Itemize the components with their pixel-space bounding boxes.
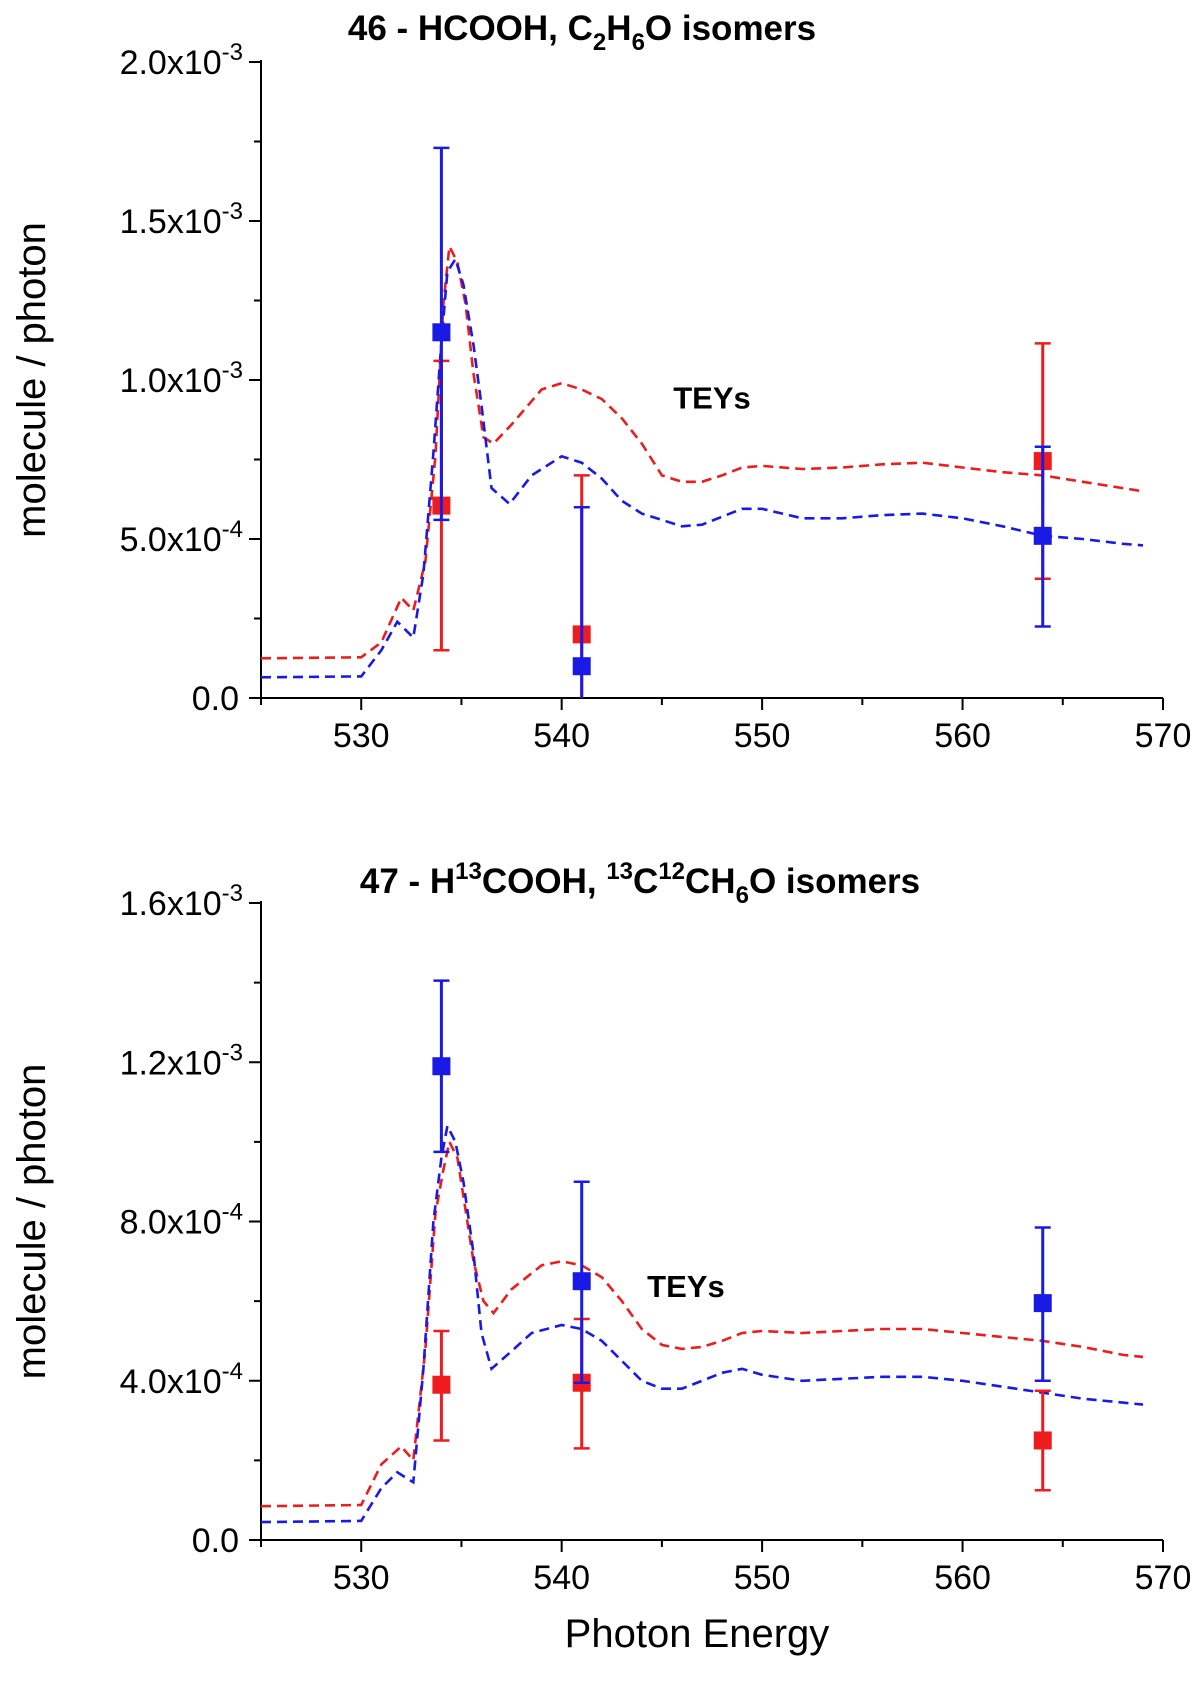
chart-title-part: O isomers <box>749 862 920 901</box>
y-tick-exponent: -3 <box>222 1039 243 1066</box>
annotation-teys: TEYs <box>647 1269 725 1304</box>
chart-title-part: O isomers <box>645 9 816 48</box>
x-tick-label: 570 <box>1135 717 1192 755</box>
x-tick-label: 550 <box>734 1559 791 1597</box>
y-tick-label: 1.0x10-3 <box>120 357 243 400</box>
x-tick-label: 530 <box>333 717 390 755</box>
y-tick-label: 1.6x10-3 <box>120 880 243 923</box>
chart-title-part: 2 <box>593 29 606 56</box>
y-axis-title: molecule / photon <box>10 1064 54 1380</box>
x-tick-label: 540 <box>533 717 590 755</box>
data-point-red <box>432 1375 451 1394</box>
chart-title-part: C <box>633 862 658 901</box>
y-tick-label: 2.0x10-3 <box>120 39 243 82</box>
chart-title-part: CH <box>685 862 736 901</box>
chart-title-part: 12 <box>658 858 685 885</box>
data-point-red <box>1033 1431 1052 1450</box>
x-axis-title: Photon Energy <box>565 1612 830 1656</box>
chart-title-part: COOH, <box>482 862 606 901</box>
chart-title-part: 13 <box>606 858 633 885</box>
x-tick-label: 540 <box>533 1559 590 1597</box>
data-point-blue <box>1033 1294 1052 1313</box>
chart-title-part: H <box>606 9 631 48</box>
tey-line-red <box>260 1138 1144 1508</box>
data-point-blue <box>432 1057 451 1076</box>
data-point-blue <box>572 657 591 676</box>
y-tick-label: 1.2x10-3 <box>120 1039 243 1082</box>
tey-line-red <box>260 241 1144 660</box>
y-tick-exponent: -4 <box>222 516 243 543</box>
y-tick-label: 8.0x10-4 <box>120 1199 243 1242</box>
y-tick-base: 2.0x10 <box>120 44 222 82</box>
tey-line-blue <box>260 1121 1144 1524</box>
y-axis-title: molecule / photon <box>10 222 54 538</box>
y-tick-base: 1.2x10 <box>120 1044 222 1082</box>
y-tick-base: 5.0x10 <box>120 521 222 559</box>
chart-title: 47 - H13COOH, 13C12CH6O isomers <box>360 858 920 909</box>
y-tick-exponent: -4 <box>222 1199 243 1226</box>
y-tick-label: 0.0 <box>192 1522 239 1560</box>
chart-title-part: 6 <box>736 882 749 909</box>
y-tick-base: 8.0x10 <box>120 1204 222 1242</box>
y-tick-exponent: -3 <box>222 39 243 66</box>
y-tick-exponent: -3 <box>222 198 243 225</box>
y-tick-exponent: -3 <box>222 880 243 907</box>
chart-title: 46 - HCOOH, C2H6O isomers <box>348 9 816 56</box>
data-point-blue <box>432 323 451 342</box>
data-point-blue <box>572 1272 591 1291</box>
y-tick-base: 1.0x10 <box>120 362 222 400</box>
y-tick-label: 1.5x10-3 <box>120 198 243 241</box>
y-tick-exponent: -3 <box>222 357 243 384</box>
y-tick-base: 4.0x10 <box>120 1363 222 1401</box>
panel-top: 46 - HCOOH, C2H6O isomers 530 540 550 560 570… <box>10 9 1191 755</box>
x-tick-label: 530 <box>333 1559 390 1597</box>
y-tick-base: 1.6x10 <box>120 885 222 923</box>
chart-title-part: 46 - HCOOH, C <box>348 9 593 48</box>
x-tick-label: 560 <box>934 717 991 755</box>
y-tick-exponent: -4 <box>222 1358 243 1385</box>
x-tick-label: 560 <box>934 1559 991 1597</box>
chart-title-part: 47 - H <box>360 862 455 901</box>
data-point-blue <box>1033 526 1052 545</box>
x-tick-label: 570 <box>1135 1559 1192 1597</box>
y-tick-label: 4.0x10-4 <box>120 1358 243 1401</box>
y-tick-base: 1.5x10 <box>120 203 222 241</box>
chart-title-part: 6 <box>632 29 645 56</box>
x-tick-label: 550 <box>734 717 791 755</box>
chart-title-part: 13 <box>455 858 482 885</box>
y-tick-label: 0.0 <box>192 680 239 718</box>
y-tick-label: 5.0x10-4 <box>120 516 243 559</box>
tey-line-blue <box>260 256 1144 679</box>
annotation-teys: TEYs <box>673 381 751 416</box>
